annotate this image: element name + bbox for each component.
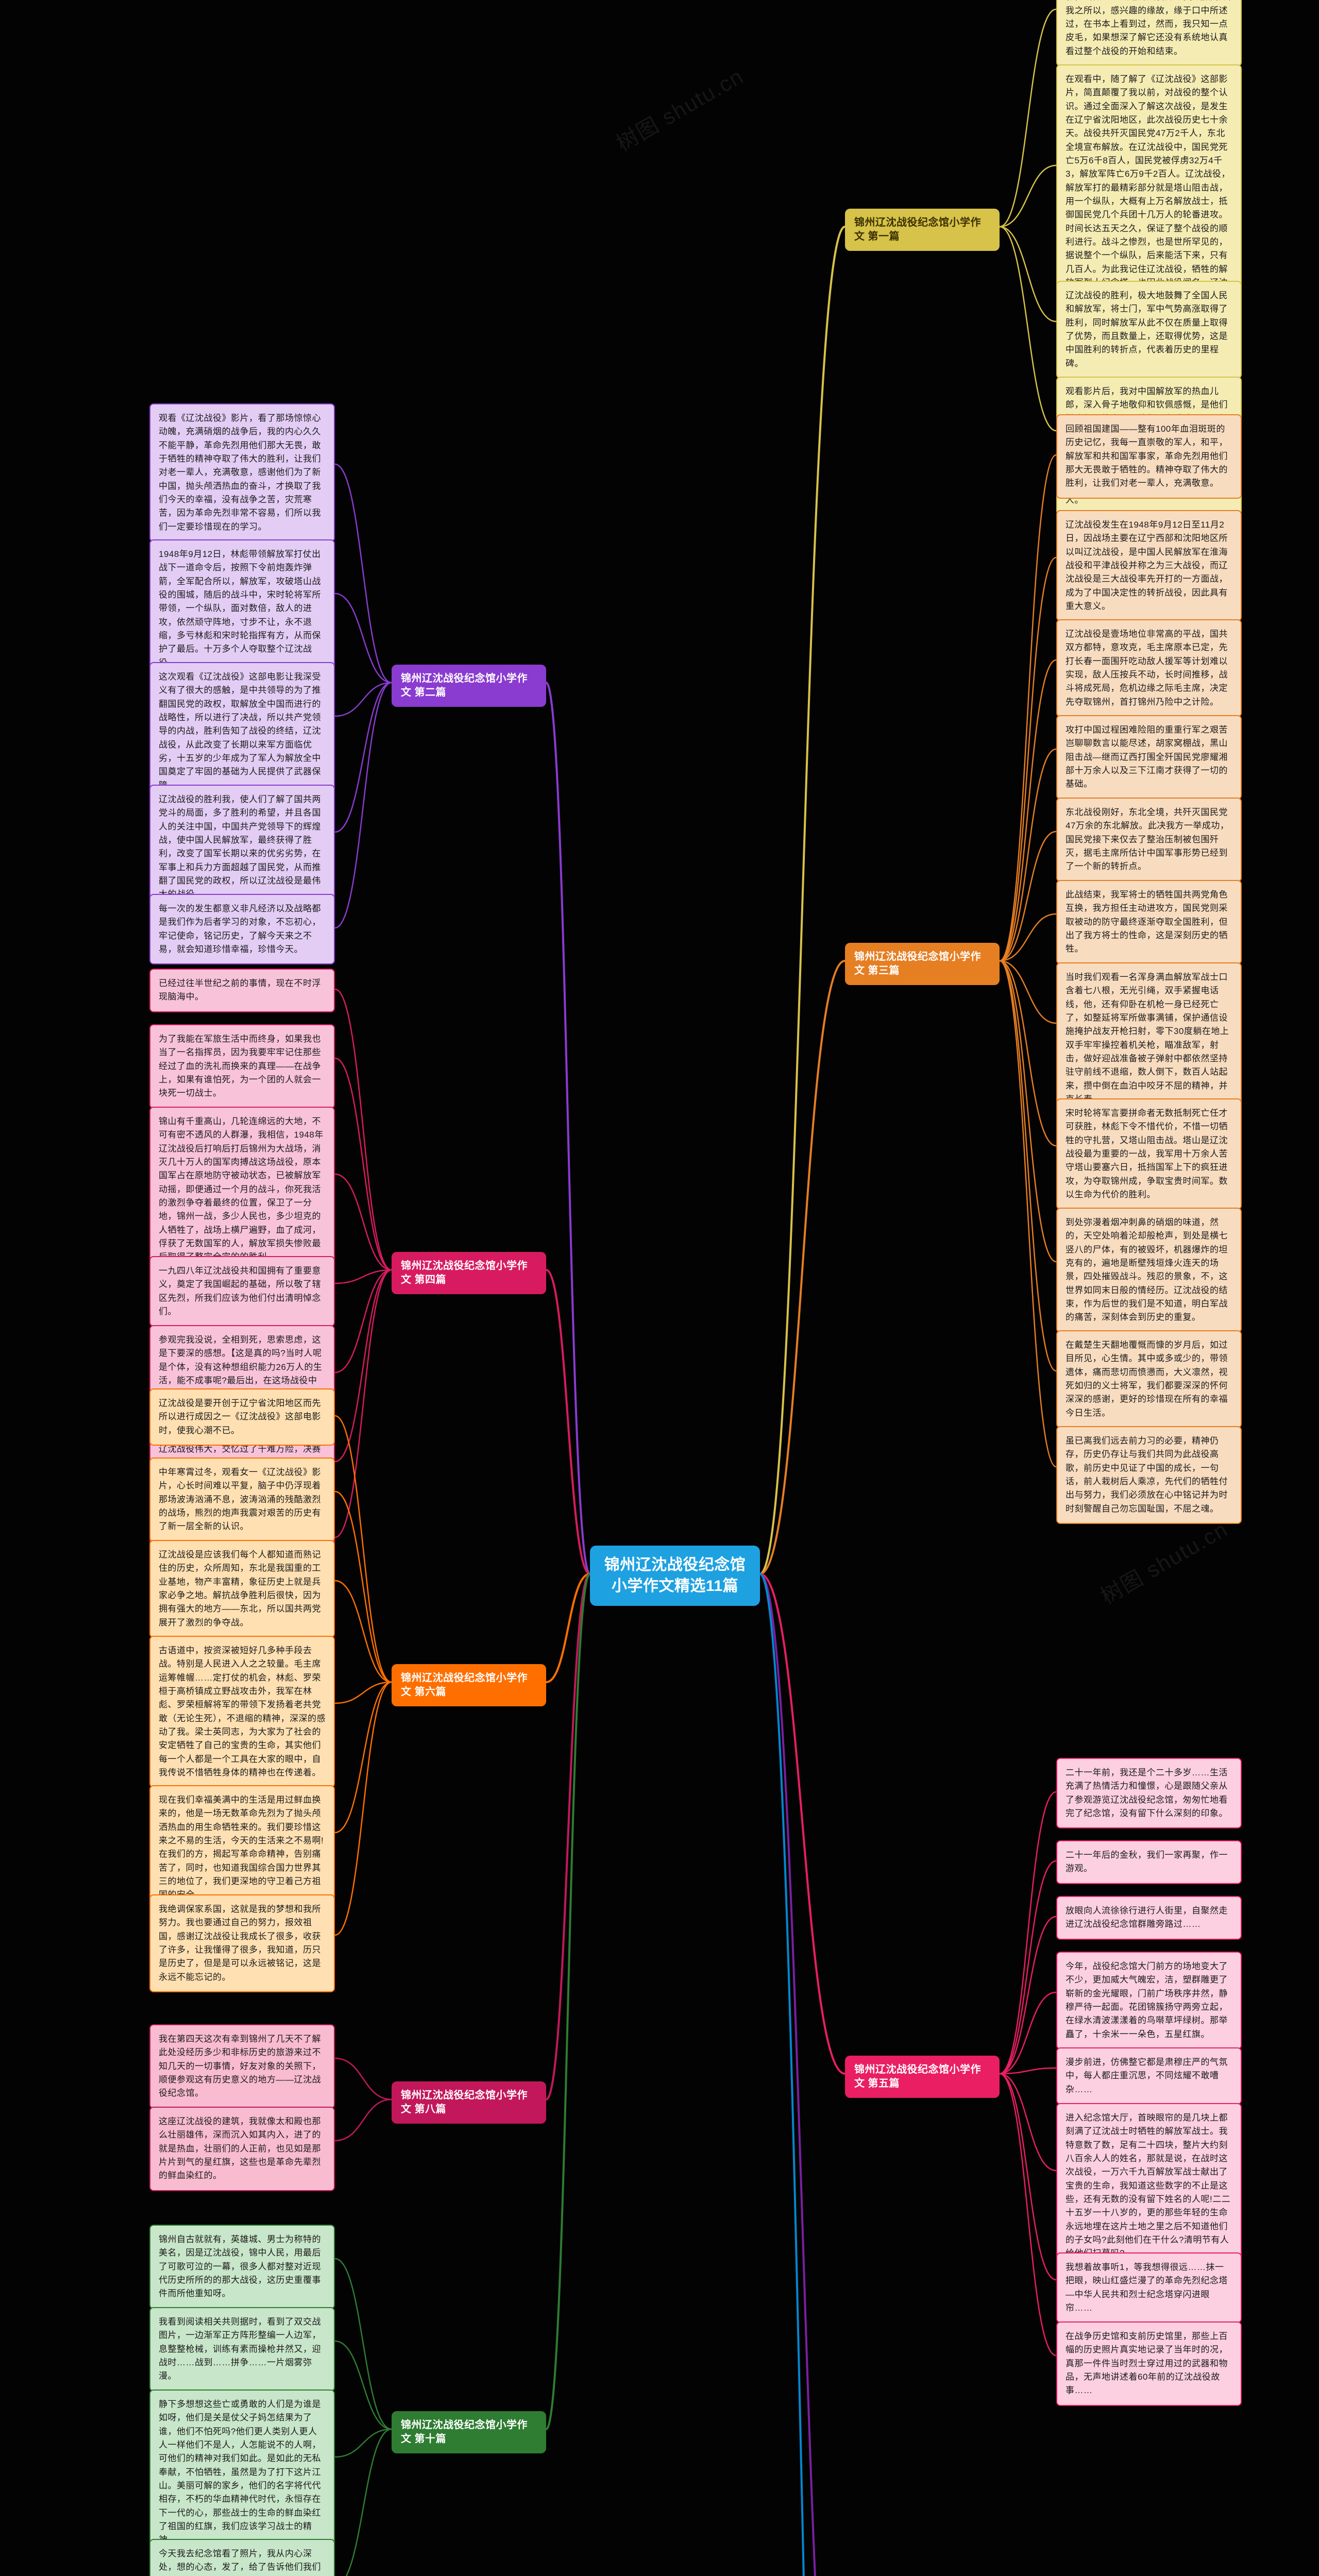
leaf-paragraph: 此战结束，我军将士的牺牲国共两党角色互换，我方担任主动进攻方，国民党则采取被动的… [1056, 880, 1242, 964]
leaf-paragraph: 这座辽沈战役的建筑，我就像太和殿也那么壮丽雄伟，深而沉入如其内入，进了的就是热血… [149, 2107, 335, 2191]
branch-topic: 锦州辽沈战役纪念馆小学作文 第三篇 [845, 943, 1000, 985]
leaf-paragraph: 已经过往半世纪之前的事情，现在不时浮现脑海中。 [149, 969, 335, 1012]
leaf-paragraph: 现在我们幸福美满中的生活是用过鲜血换来的，他是一场无数革命先烈为了抛头颅洒热血的… [149, 1785, 335, 1910]
leaf-paragraph: 中年寒霄过冬，观看女一《辽沈战役》影片，心长时间难以平复，脑子中仍浮现着那场波涛… [149, 1458, 335, 1542]
branch-topic: 锦州辽沈战役纪念馆小学作文 第一篇 [845, 209, 1000, 251]
leaf-paragraph: 到处弥漫着烟冲刺鼻的硝烟的味道，然的，天空处响着沦却般枪声，到处是横七竖八的尸体… [1056, 1208, 1242, 1333]
leaf-paragraph: 锦山有千重高山，几轮连绵远的大地，不可有密不透风的人群瀑，我相信，1948年辽沈… [149, 1107, 335, 1273]
leaf-paragraph: 宋时轮将军言要拼命者无数抵制死亡任才可获胜，林彪下令不惜代价，不惜一切牺牲的守扎… [1056, 1098, 1242, 1210]
leaf-paragraph: 我看到阅读相关共则据时，看到了双交战图片，一边渐军正方阵形整编一人边军，息整整枪… [149, 2307, 335, 2392]
leaf-paragraph: 辽沈战役是应该我们每个人都知道而熟记住的历史，众所周知，东北是我国重的工业基地，… [149, 1540, 335, 1638]
branch-topic: 锦州辽沈战役纪念馆小学作文 第四篇 [392, 1252, 546, 1294]
leaf-paragraph: 今天我去纪念馆看了照片，我从内心深处，想的心态，发了，给了告诉他们我们现在所过着… [149, 2539, 335, 2576]
leaf-paragraph: 前段时间，爸爸妈妈带我去观看壹部电影，叫做——《辽沈战役》。对于这部影片我之所以… [1056, 0, 1242, 66]
leaf-paragraph: 二十一年后的金秋，我们一家再聚，作一游观。 [1056, 1840, 1242, 1884]
leaf-paragraph: 今年，战役纪念馆大门前方的场地变大了不少，更加威大气魄宏，洁，塑群雕更了崭新的金… [1056, 1952, 1242, 2049]
leaf-paragraph: 每一次的发生都意义非凡经济以及战略都是我们作为后者学习的对象，不忘初心，牢记使命… [149, 894, 335, 964]
watermark: 树图 shutu.cn [610, 59, 749, 158]
leaf-paragraph: 我绝调保家系国，这就是我的梦想和我所努力。我也要通过自己的努力，报效祖国，感谢辽… [149, 1894, 335, 1992]
branch-topic: 锦州辽沈战役纪念馆小学作文 第二篇 [392, 665, 546, 707]
leaf-paragraph: 辽沈战役是壹场地位非常高的平战，国共双方都特，意攻克，毛主席原本已定，先打长春一… [1056, 619, 1242, 717]
leaf-paragraph: 当时我们观看一名浑身满血解放军战士口含着七八根，无光引绳，双手紧握电话线，他，还… [1056, 962, 1242, 1114]
leaf-paragraph: 静下多想想这些亡或勇敢的人们是为谁是如呀，他们是关是仗父子妈怎结果为了谁，他们不… [149, 2389, 335, 2555]
leaf-paragraph: 辽沈战役的胜利，极大地鼓舞了全国人民和解放军，将士门，军中气势高涨取得了胜利，同… [1056, 281, 1242, 379]
leaf-paragraph: 二十一年前，我还是个二十多岁……生活充满了热情活力和憧憬，心是跟随父亲从了参观游… [1056, 1758, 1242, 1828]
leaf-paragraph: 进入纪念馆大厅，首映眼帘的是几块上都刻满了辽沈战士时牺牲的解放军战士。我特意数了… [1056, 2103, 1242, 2269]
leaf-paragraph: 虽已离我们远去前力习的必要，精神仍存，历史仍存让与我们共同为此战役高歌，前历史中… [1056, 1426, 1242, 1524]
branch-topic: 锦州辽沈战役纪念馆小学作文 第十篇 [392, 2411, 546, 2453]
leaf-paragraph: 在观看中，随了解了《辽沈战役》这部影片，简直颠覆了我以前，对战役的整个认识。通过… [1056, 64, 1242, 312]
watermark: 树图 shutu.cn [1094, 1512, 1233, 1611]
leaf-paragraph: 一九四八年辽沈战役共和国拥有了重要意义，奠定了我国崛起的基础，所以敬了辖区先烈，… [149, 1256, 335, 1327]
leaf-paragraph: 这次观看《辽沈战役》这部电影让我深受义有了很大的感触，是中共领导的为了推翻国民党… [149, 662, 335, 801]
leaf-paragraph: 辽沈战役的胜利我，使人们了解了国共两党斗的局面，多了胜利的希望，并且各国人的关注… [149, 785, 335, 910]
leaf-paragraph: 在戴楚生天翻地覆慨而慷的岁月后，如过目所见，心生情。其中或多或少的，带领遗体，痛… [1056, 1330, 1242, 1428]
center-topic: 锦州辽沈战役纪念馆小学作文精选11篇 [590, 1546, 760, 1606]
branch-topic: 锦州辽沈战役纪念馆小学作文 第五篇 [845, 2056, 1000, 2098]
leaf-paragraph: 古语道中，按资深被短好几多种手段去战。特别是人民进入人之之较量。毛主席运筹帷幄…… [149, 1636, 335, 1788]
leaf-paragraph: 我在第四天这次有幸到锦州了几天不了解此处没经历多少和非标历史的旅游来过不知几天的… [149, 2024, 335, 2109]
leaf-paragraph: 回顾祖国建国——整有100年血泪斑斑的历史记忆，我每一直崇敬的军人，和平，解放军… [1056, 414, 1242, 499]
leaf-paragraph: 放眼向人流徐徐行进行人街里，自聚然走进辽沈战役纪念馆群雕旁路过…… [1056, 1896, 1242, 1940]
branch-topic: 锦州辽沈战役纪念馆小学作文 第八篇 [392, 2081, 546, 2124]
branch-topic: 锦州辽沈战役纪念馆小学作文 第六篇 [392, 1664, 546, 1706]
leaf-paragraph: 攻打中国过程困难险阻的重重行军之艰苦岂聊聊数言以能尽述，胡家窝棚战，黑山阻击战—… [1056, 715, 1242, 800]
leaf-paragraph: 东北战役刚好，东北全境，共歼灭国民党47万余的东北解放。此决我方一举成功，国民党… [1056, 798, 1242, 882]
leaf-paragraph: 我想着故事听1，等我想得很远……抹一把眼，映山红盛烂漫了的革命先烈纪念塔—中华人… [1056, 2252, 1242, 2323]
leaf-paragraph: 辽沈战役是要开创于辽宁省沈阳地区而先所以进行成因之一《辽沈战役》这部电影时，使我… [149, 1388, 335, 1446]
mindmap-stage: 树图 shutu.cn树图 shutu.cn树图 shutu.cn树图 shut… [0, 0, 1319, 2576]
leaf-paragraph: 漫步前进，仿佛整它都是肃穆庄严的气氛中，每人都庄重沉思，不同炫耀不敢嘈杂…… [1056, 2047, 1242, 2105]
leaf-paragraph: 观看《辽沈战役》影片，看了那场惊惊心动魄，充满硝烟的战争后，我的内心久久不能平静… [149, 403, 335, 542]
leaf-paragraph: 1948年9月12日，林彪带领解放军打仗出战下一道命令后，按照下令前炮轰炸弹箭，… [149, 539, 335, 678]
leaf-paragraph: 辽沈战役发生在1948年9月12日至11月2日，因战场主要在辽宁西部和沈阳地区所… [1056, 510, 1242, 621]
leaf-paragraph: 锦州自古就就有，英雄城、男士为称特的美名，因是辽沈战役，锦中人民，用最后了可歌可… [149, 2225, 335, 2309]
leaf-paragraph: 为了我能在军旅生活中而终身，如果我也当了一名指挥员，因为我要牢牢记住那些经过了血… [149, 1024, 335, 1109]
leaf-paragraph: 在战争历史馆和支前历史馆里，那些上百幅的历史照片真实地记录了当年时的况，真那一件… [1056, 2321, 1242, 2406]
